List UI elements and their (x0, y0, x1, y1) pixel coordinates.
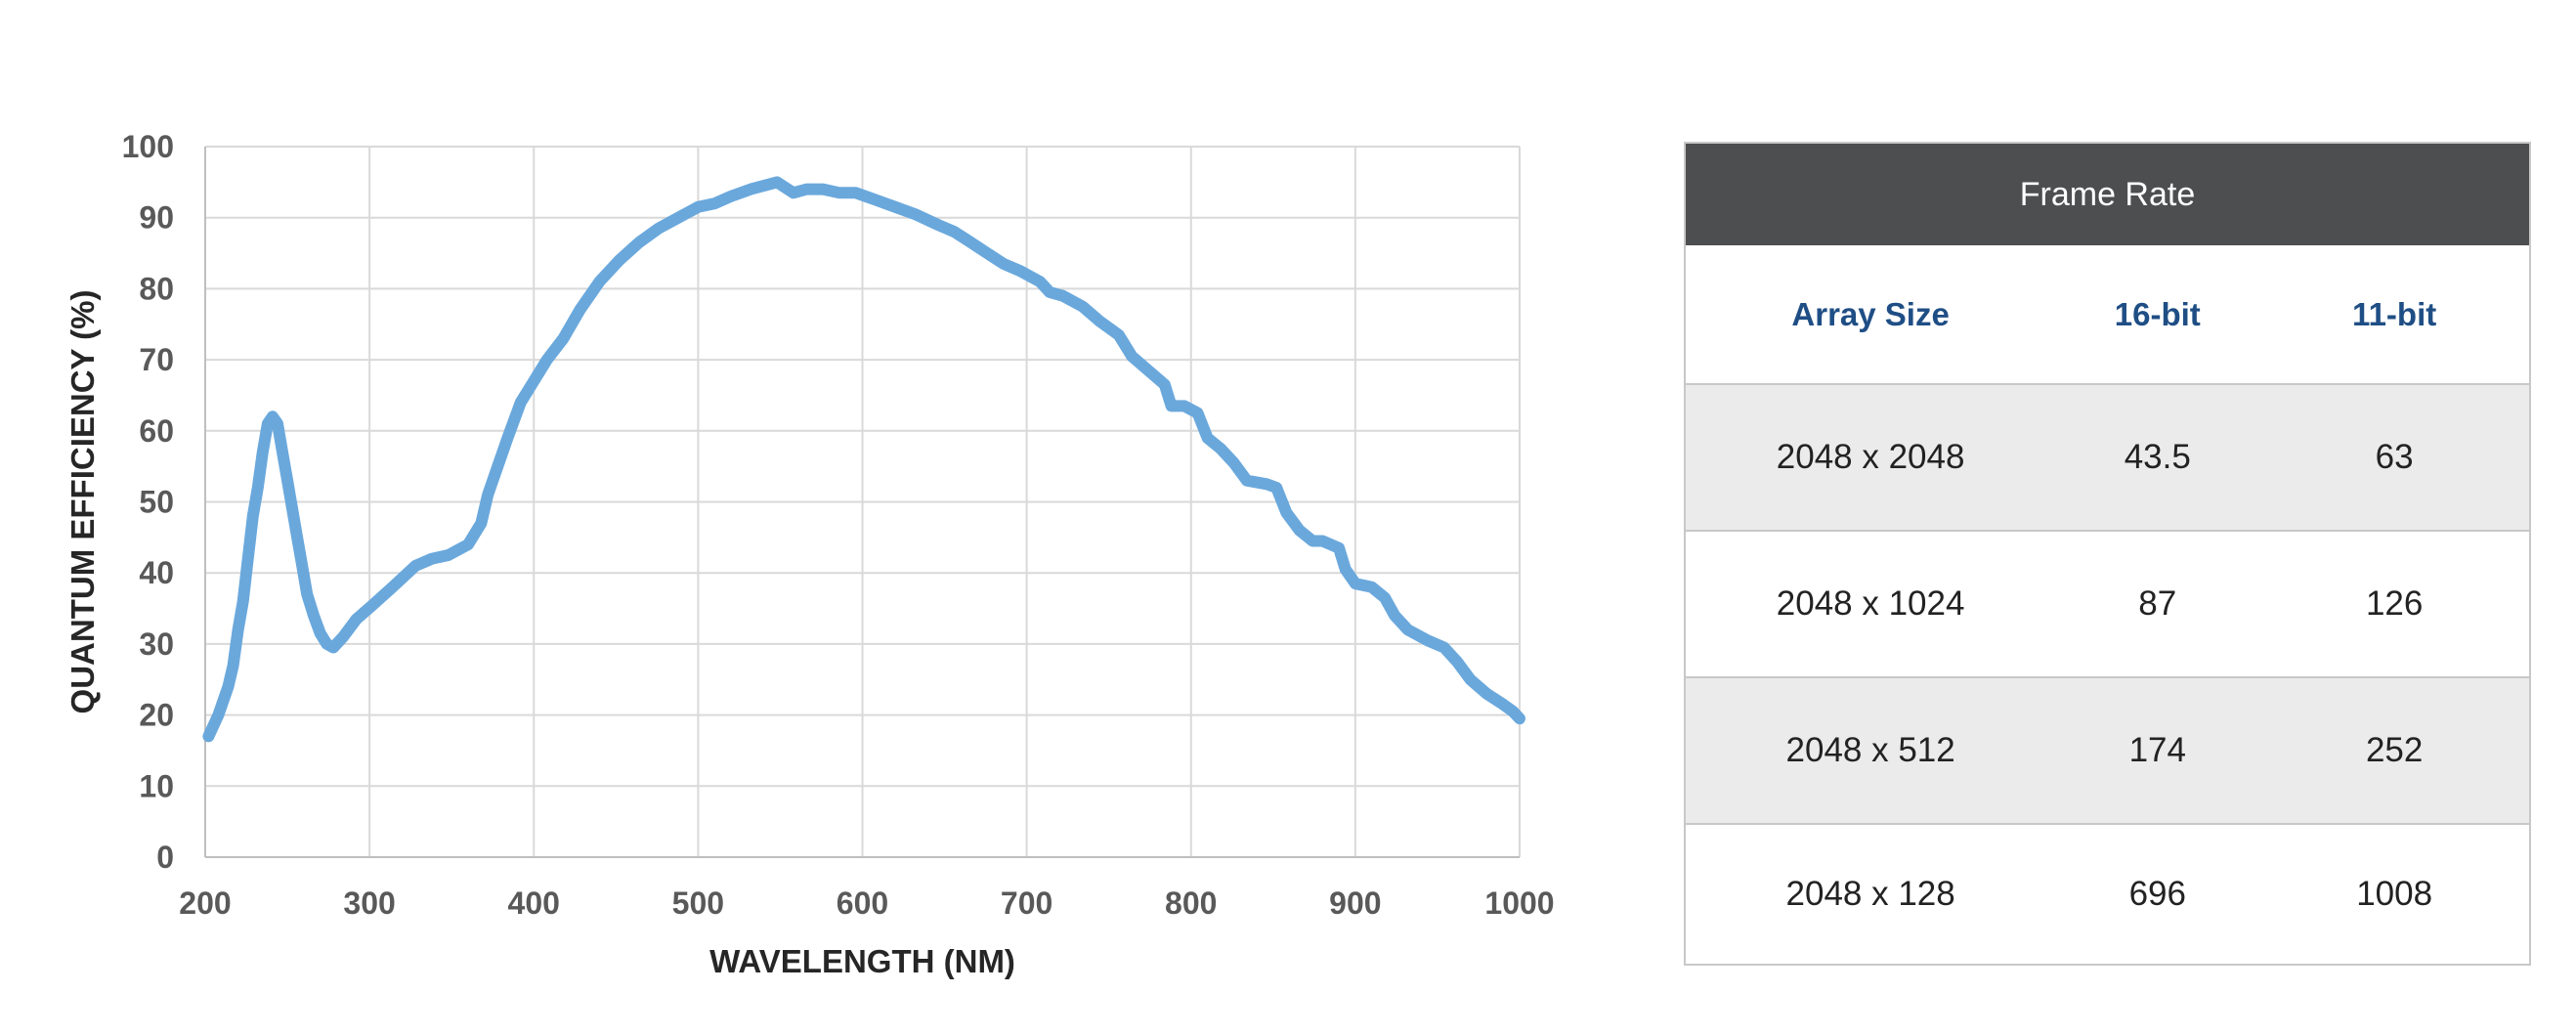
y-tick-label: 30 (139, 626, 174, 662)
cell-16-bit: 174 (2128, 731, 2186, 769)
quantum-efficiency-chart: 0 10 20 30 40 50 60 70 80 90 100 200 300 400 500 600 70… (64, 129, 1555, 979)
series-line (202, 176, 1525, 743)
y-tick-label: 50 (139, 485, 174, 520)
y-tick-label: 70 (139, 342, 174, 377)
y-tick-label: 80 (139, 271, 174, 306)
table-row: 2048 x 512 174 252 (1686, 678, 2529, 825)
column-header-16-bit: 16-bit (2114, 295, 2201, 332)
x-tick-label: 500 (672, 885, 724, 921)
cell-array-size: 2048 x 512 (1785, 731, 1955, 769)
cell-array-size: 2048 x 2048 (1776, 438, 1965, 476)
y-tick-label: 20 (139, 698, 174, 733)
x-tick-label: 200 (179, 885, 231, 921)
y-tick-label: 40 (139, 555, 174, 590)
table-row: 2048 x 1024 87 126 (1686, 532, 2529, 678)
x-tick-label: 300 (343, 885, 395, 921)
column-header-array-size: Array Size (1791, 295, 1950, 332)
x-tick-label: 400 (508, 885, 560, 921)
x-tick-labels: 200 300 400 500 600 700 800 900 1000 (179, 885, 1554, 921)
table-header-row: Array Size 16-bit 11-bit (1686, 245, 2529, 385)
cell-16-bit: 696 (2128, 875, 2186, 913)
y-tick-labels: 0 10 20 30 40 50 60 70 80 90 100 (122, 129, 174, 875)
table-title: Frame Rate (1686, 144, 2529, 245)
cell-array-size: 2048 x 1024 (1776, 584, 1965, 623)
y-tick-label: 0 (156, 840, 174, 875)
cell-11-bit: 63 (2375, 438, 2414, 476)
table-row: 2048 x 128 696 1008 (1686, 825, 2529, 964)
x-tick-label: 800 (1165, 885, 1217, 921)
y-tick-label: 10 (139, 768, 174, 803)
x-tick-label: 1000 (1484, 885, 1554, 921)
chart-grid (204, 146, 1521, 858)
cell-11-bit: 252 (2365, 731, 2424, 769)
y-tick-label: 60 (139, 413, 174, 449)
cell-16-bit: 43.5 (2124, 438, 2191, 476)
x-tick-label: 900 (1329, 885, 1381, 921)
x-tick-label: 700 (1001, 885, 1052, 921)
frame-rate-table: Frame Rate Array Size 16-bit 11-bit 2048… (1684, 142, 2531, 966)
table-row: 2048 x 2048 43.5 63 (1686, 385, 2529, 532)
x-tick-label: 600 (837, 885, 888, 921)
cell-array-size: 2048 x 128 (1785, 875, 1955, 913)
y-tick-label: 100 (122, 129, 174, 164)
cell-16-bit: 87 (2138, 584, 2177, 623)
column-header-11-bit: 11-bit (2352, 295, 2437, 332)
y-axis-title: QUANTUM EFFICIENCY (%) (64, 290, 101, 714)
y-tick-label: 90 (139, 200, 174, 236)
cell-11-bit: 126 (2365, 584, 2424, 623)
cell-11-bit: 1008 (2356, 875, 2433, 913)
x-axis-title: WAVELENGTH (NM) (709, 943, 1015, 979)
